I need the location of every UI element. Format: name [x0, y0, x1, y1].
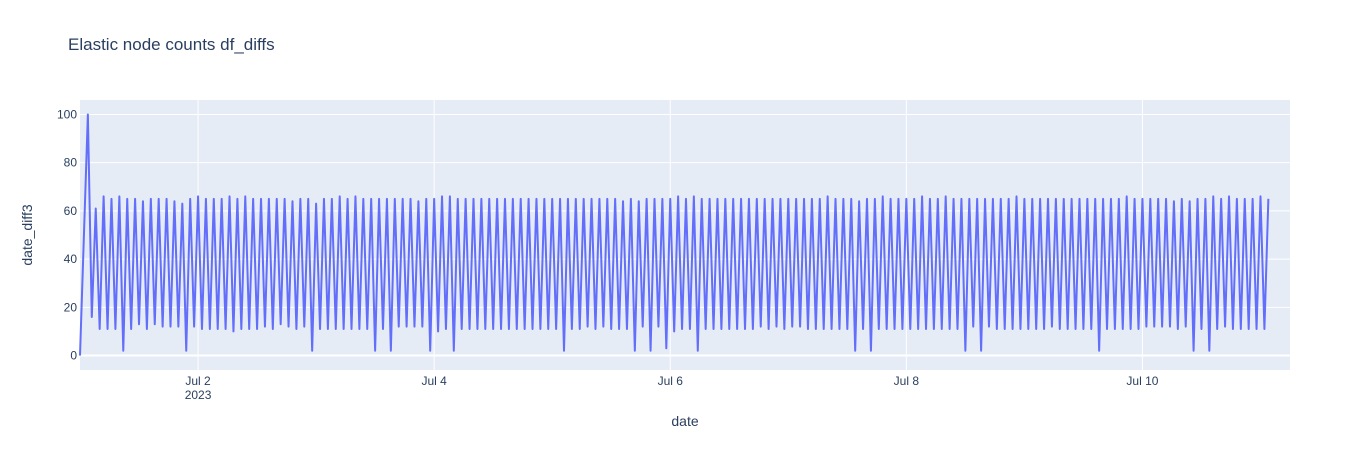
- x-tick-label: Jul 8: [894, 374, 920, 388]
- x-axis-title: date: [671, 413, 698, 429]
- series-layer: [79, 113, 1270, 356]
- x-tick-label: Jul 2: [185, 374, 211, 388]
- x-tick-label: Jul 6: [658, 374, 684, 388]
- y-tick-label: 100: [57, 107, 77, 121]
- y-axis-title: date_diff3: [19, 204, 35, 265]
- y-tick-label: 60: [64, 204, 78, 218]
- x-tick-label: Jul 10: [1126, 374, 1158, 388]
- y-tick-label: 20: [64, 300, 78, 314]
- x-tick-sublabel: 2023: [185, 388, 212, 402]
- y-tick-label: 80: [64, 156, 78, 170]
- x-tick-label: Jul 4: [421, 374, 447, 388]
- y-tick-label: 40: [64, 252, 78, 266]
- chart-title: Elastic node counts df_diffs: [68, 35, 275, 54]
- y-tick-labels: 0 20 40 60 80 100: [57, 107, 77, 362]
- series-line: [79, 113, 1270, 356]
- y-tick-label: 0: [70, 349, 77, 363]
